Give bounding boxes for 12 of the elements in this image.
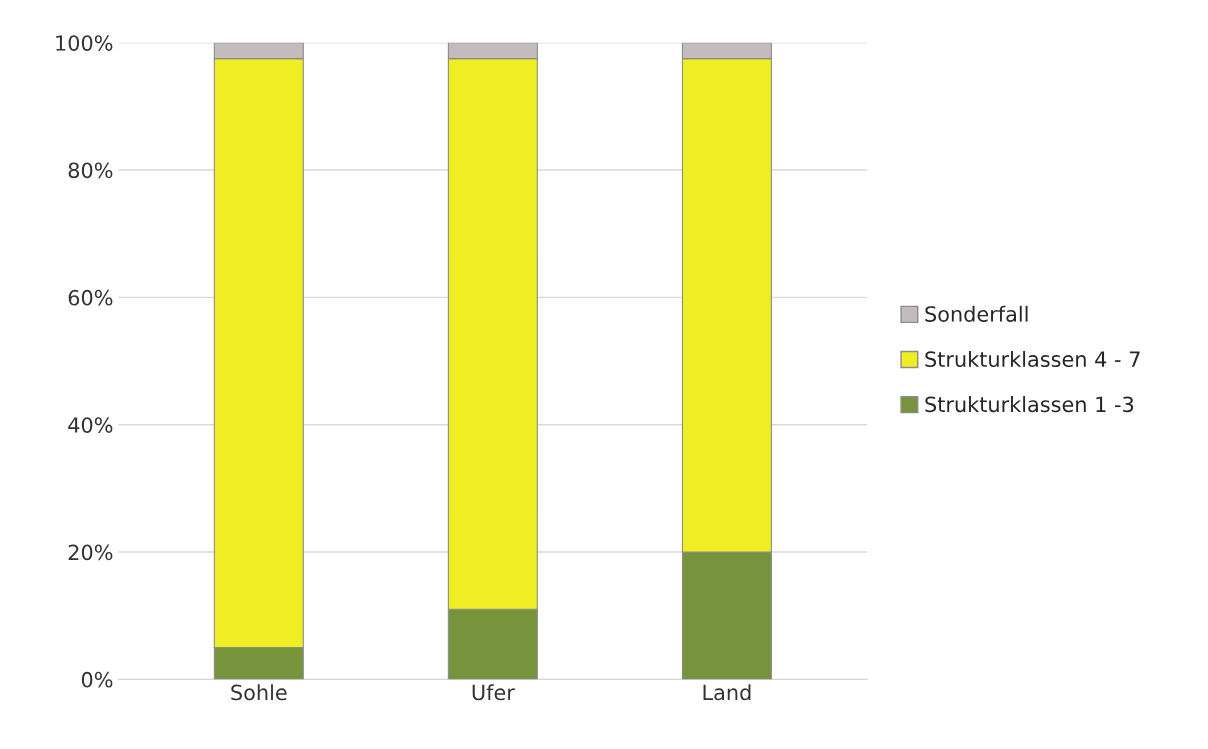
x-tick-label: Land <box>703 684 751 701</box>
x-tick-label: Ufer <box>472 684 515 701</box>
legend-label: Strukturklassen 4 - 7 <box>925 350 1140 368</box>
y-tick-label: 20% <box>68 544 113 561</box>
legend-label: Strukturklassen 1 -3 <box>925 396 1134 413</box>
y-tick-label: 80% <box>68 162 113 179</box>
y-tick-label: 100% <box>56 35 113 51</box>
y-tick-label: 40% <box>68 417 113 433</box>
y-tick-label: 60% <box>68 289 113 306</box>
x-tick-label: Sohle <box>231 684 287 701</box>
y-tick-label: 0% <box>81 671 113 688</box>
legend-label: Sonderfall <box>925 305 1028 322</box>
